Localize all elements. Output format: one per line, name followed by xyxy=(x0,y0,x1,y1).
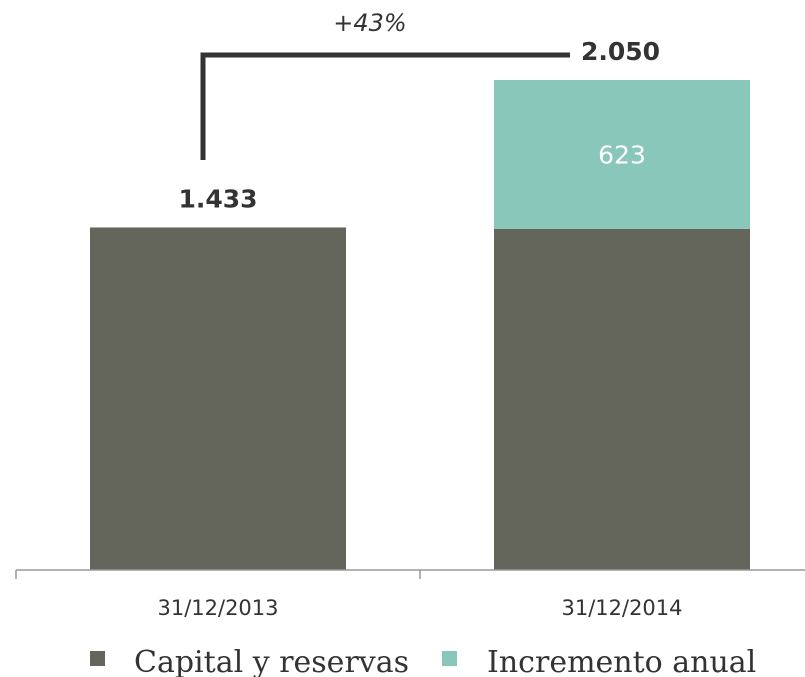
legend-label-capital: Capital y reservas xyxy=(134,645,409,677)
growth-bracket xyxy=(200,52,570,160)
legend-swatch-incremento xyxy=(442,651,457,666)
legend: Capital y reservas Incremento anual xyxy=(90,645,756,677)
growth-label: +43% xyxy=(333,9,406,37)
x-tick-label-1: 31/12/2014 xyxy=(561,596,682,620)
legend-label-incremento: Incremento anual xyxy=(487,645,756,677)
total-value-label-0: 1.433 xyxy=(178,184,257,213)
x-tick-label-0: 31/12/2013 xyxy=(157,596,278,620)
bar-capital-0 xyxy=(90,227,346,571)
labels-layer: 1.433 623 2.050 xyxy=(178,37,660,213)
segment-value-label-1: 623 xyxy=(598,140,646,169)
bar-capital-1 xyxy=(494,228,750,570)
legend-swatch-capital xyxy=(90,651,105,666)
bars-layer xyxy=(90,80,750,571)
total-value-label-1: 2.050 xyxy=(581,37,660,66)
bar-incremento-1 xyxy=(494,80,750,229)
